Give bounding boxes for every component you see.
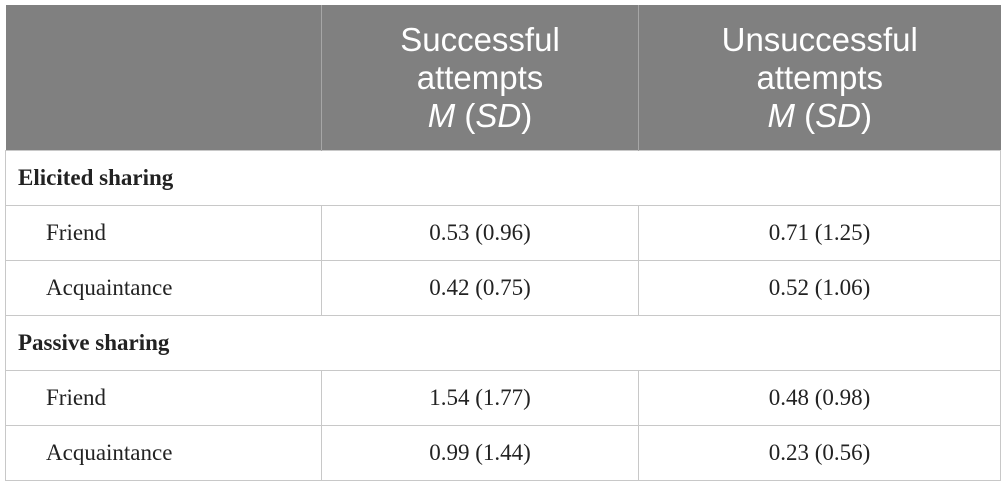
header-label: Unsuccessful (721, 20, 918, 58)
cell-value: 0.99 (1.44) (321, 425, 639, 481)
header-stat: SD (815, 96, 861, 134)
header-stat: SD (475, 96, 522, 134)
cell-value: 0.23 (0.56) (638, 425, 1001, 481)
table-body: Elicited sharing Friend 0.53 (0.96) 0.71 (1… (5, 150, 1001, 481)
header-stat: M (767, 96, 795, 134)
cell-value: 0.71 (1.25) (638, 205, 1001, 261)
cell-value: 1.54 (1.77) (321, 370, 639, 426)
data-row: Friend 0.53 (0.96) 0.71 (1.25) (5, 205, 1001, 261)
header-stat: ) (521, 96, 533, 134)
cell-value: 0.48 (0.98) (638, 370, 1001, 426)
column-header: Unsuccessful attempts M (SD) (638, 5, 1001, 151)
data-row: Acquaintance 0.42 (0.75) 0.52 (1.06) (5, 260, 1001, 316)
section-title: Elicited sharing (5, 150, 1001, 206)
data-row: Acquaintance 0.99 (1.44) 0.23 (0.56) (5, 425, 1001, 481)
section-title: Passive sharing (5, 315, 1001, 371)
header-stat: ) (861, 96, 872, 134)
section-row: Passive sharing (5, 315, 1001, 371)
row-label: Friend (5, 370, 322, 426)
data-row: Friend 1.54 (1.77) 0.48 (0.98) (5, 370, 1001, 426)
section-row: Elicited sharing (5, 150, 1001, 206)
results-table: Successful attempts M (SD) Unsuccessful atte… (5, 5, 1001, 481)
header-label: attempts (416, 58, 544, 96)
row-label: Acquaintance (5, 425, 322, 481)
cell-value: 0.53 (0.96) (321, 205, 639, 261)
row-label: Friend (5, 205, 322, 261)
cell-value: 0.42 (0.75) (321, 260, 639, 316)
row-label: Acquaintance (5, 260, 322, 316)
column-header (5, 5, 322, 151)
header-stat: M (427, 96, 456, 134)
header-stat: ( (455, 96, 476, 134)
table-header: Successful attempts M (SD) Unsuccessful atte… (5, 5, 1001, 151)
header-label: attempts (756, 58, 884, 96)
header-row: Successful attempts M (SD) Unsuccessful atte… (5, 5, 1001, 151)
column-header: Successful attempts M (SD) (321, 5, 639, 151)
header-stat: ( (794, 96, 816, 134)
header-label: Successful (400, 20, 560, 58)
cell-value: 0.52 (1.06) (638, 260, 1001, 316)
